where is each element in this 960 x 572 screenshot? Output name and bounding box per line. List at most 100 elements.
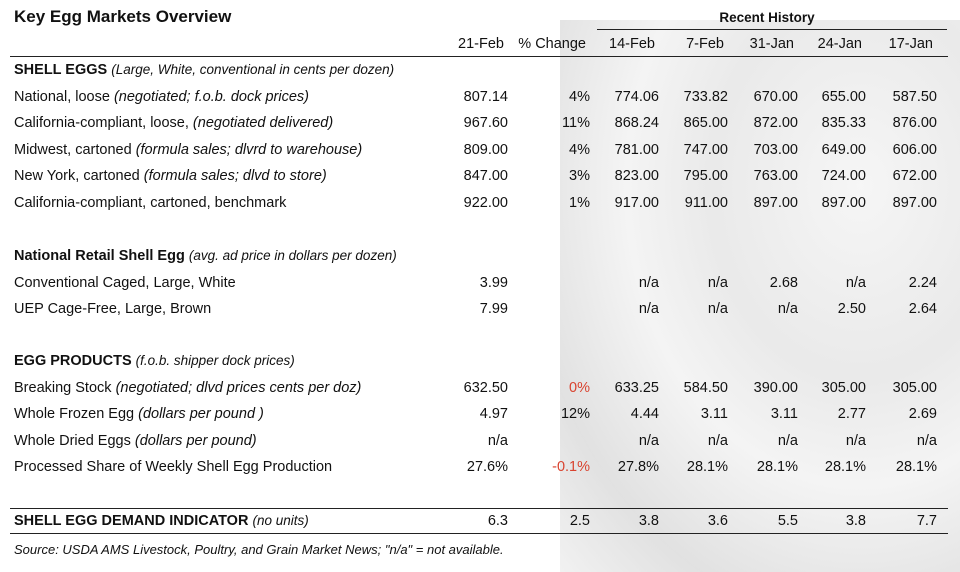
section-heading: SHELL EGGS (Large, White, conventional i… bbox=[14, 61, 394, 79]
cell: n/a bbox=[487, 432, 508, 449]
cell: 807.14 bbox=[463, 88, 508, 105]
cell: n/a bbox=[638, 301, 659, 317]
section-title: National Retail Shell Egg bbox=[14, 248, 185, 264]
cell: 1% bbox=[569, 194, 590, 211]
section-heading: National Retail Shell Egg (avg. ad price… bbox=[14, 247, 397, 265]
cell: 823.00 bbox=[614, 168, 659, 184]
cell: n/a bbox=[707, 432, 728, 449]
cell: 872.00 bbox=[753, 115, 798, 131]
row-label: National, loose (negotiated; f.o.b. dock… bbox=[14, 88, 309, 106]
rule bbox=[597, 29, 947, 30]
row-note: (dollars per pound) bbox=[134, 432, 257, 449]
section-note: (no units) bbox=[252, 513, 309, 528]
section-heading: SHELL EGG DEMAND INDICATOR (no units) bbox=[14, 512, 309, 530]
cell: 0% bbox=[569, 379, 590, 396]
section-title: SHELL EGG DEMAND INDICATOR bbox=[14, 513, 249, 529]
cell: 795.00 bbox=[683, 168, 728, 184]
cell: 876.00 bbox=[892, 115, 937, 131]
cell: n/a bbox=[845, 432, 866, 449]
cell: 305.00 bbox=[892, 379, 937, 396]
group-header: Recent History bbox=[719, 10, 815, 25]
cell: 2.68 bbox=[769, 274, 798, 291]
cell: 3.11 bbox=[770, 406, 798, 422]
cell: 897.00 bbox=[821, 194, 866, 211]
cell: 390.00 bbox=[753, 379, 798, 396]
column-header: 31-Jan bbox=[749, 36, 794, 52]
row-note: (negotiated; f.o.b. dock prices) bbox=[113, 88, 310, 105]
row-title: Whole Dried Eggs bbox=[14, 432, 131, 449]
cell: 835.33 bbox=[821, 115, 866, 131]
row-note: (negotiated delivered) bbox=[192, 115, 334, 131]
row-title: Whole Frozen Egg bbox=[14, 406, 135, 422]
column-header: 14-Feb bbox=[609, 36, 655, 52]
cell: 967.60 bbox=[463, 115, 508, 131]
row-title: Conventional Caged, Large, White bbox=[14, 274, 236, 291]
row-note: (formula sales; dlvrd to warehouse) bbox=[135, 141, 363, 158]
cell: 655.00 bbox=[821, 88, 866, 105]
row-label: California-compliant, cartoned, benchmar… bbox=[14, 194, 286, 212]
cell: 2.77 bbox=[837, 406, 866, 422]
cell: 606.00 bbox=[892, 141, 937, 158]
row-note: (dollars per pound ) bbox=[138, 406, 264, 422]
cell: 670.00 bbox=[753, 88, 798, 105]
row-note: (negotiated; dlvd prices cents per doz) bbox=[115, 379, 362, 396]
cell: 28.1% bbox=[686, 459, 728, 475]
cell: 3% bbox=[569, 168, 590, 184]
cell: 868.24 bbox=[614, 115, 659, 131]
cell: n/a bbox=[707, 274, 728, 291]
cell: 4.44 bbox=[630, 406, 659, 422]
cell: 28.1% bbox=[824, 459, 866, 475]
cell: 2.64 bbox=[908, 301, 937, 317]
row-label: Whole Dried Eggs (dollars per pound) bbox=[14, 432, 257, 450]
cell: -0.1% bbox=[552, 459, 590, 475]
cell: 584.50 bbox=[683, 379, 728, 396]
column-header: % Change bbox=[518, 36, 586, 52]
cell: 911.00 bbox=[684, 194, 728, 211]
cell: 28.1% bbox=[895, 459, 937, 475]
cell: n/a bbox=[638, 274, 659, 291]
cell: 649.00 bbox=[821, 141, 866, 158]
rule bbox=[10, 508, 948, 509]
cell: 27.6% bbox=[466, 459, 508, 475]
row-title: California-compliant, cartoned, benchmar… bbox=[14, 194, 287, 211]
cell: n/a bbox=[638, 432, 659, 449]
cell: 897.00 bbox=[753, 194, 798, 211]
column-header: 24-Jan bbox=[817, 36, 862, 52]
cell: 733.82 bbox=[683, 88, 728, 105]
row-title: New York, cartoned bbox=[14, 168, 140, 184]
cell: 7.99 bbox=[479, 301, 508, 317]
source-note: Source: USDA AMS Livestock, Poultry, and… bbox=[14, 542, 504, 557]
row-label: New York, cartoned (formula sales; dlvd … bbox=[14, 167, 327, 185]
cell: n/a bbox=[777, 301, 798, 317]
section-title: EGG PRODUCTS bbox=[14, 353, 132, 369]
cell: 7.7 bbox=[916, 513, 937, 529]
cell: 12% bbox=[560, 406, 590, 422]
title: Key Egg Markets Overview bbox=[14, 7, 232, 26]
cell: n/a bbox=[845, 274, 866, 291]
cell: 3.99 bbox=[479, 274, 508, 291]
cell: 672.00 bbox=[892, 168, 937, 184]
cell: 3.8 bbox=[845, 513, 866, 529]
cell: 27.8% bbox=[617, 459, 659, 475]
cell: 632.50 bbox=[463, 379, 508, 396]
cell: 3.8 bbox=[638, 513, 659, 529]
row-note: (formula sales; dlvd to store) bbox=[143, 168, 327, 184]
section-title: SHELL EGGS bbox=[14, 62, 108, 78]
cell: 917.00 bbox=[614, 194, 659, 211]
cell: 633.25 bbox=[614, 379, 659, 396]
cell: 897.00 bbox=[892, 194, 937, 211]
cell: 2.24 bbox=[908, 274, 937, 291]
rule bbox=[10, 533, 948, 534]
section-note: (avg. ad price in dollars per dozen) bbox=[188, 248, 397, 263]
cell: 4% bbox=[569, 88, 590, 105]
row-label: Midwest, cartoned (formula sales; dlvrd … bbox=[14, 141, 362, 159]
row-label: Conventional Caged, Large, White bbox=[14, 274, 236, 292]
row-label: California-compliant, loose, (negotiated… bbox=[14, 114, 333, 132]
row-title: National, loose bbox=[14, 88, 110, 105]
cell: 781.00 bbox=[614, 141, 659, 158]
row-title: UEP Cage-Free, Large, Brown bbox=[14, 301, 212, 317]
section-note: (Large, White, conventional in cents per… bbox=[111, 62, 395, 77]
cell: 3.11 bbox=[700, 406, 728, 422]
cell: 4.97 bbox=[479, 406, 508, 422]
column-header: 7-Feb bbox=[686, 36, 724, 52]
